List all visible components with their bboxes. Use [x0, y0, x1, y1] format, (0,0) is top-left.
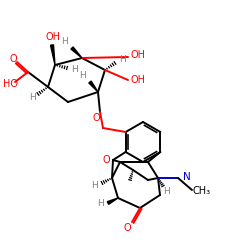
Text: H: H	[71, 64, 78, 74]
Text: O: O	[123, 223, 131, 233]
Text: H: H	[28, 92, 35, 102]
Text: CH₃: CH₃	[193, 186, 211, 196]
Polygon shape	[71, 47, 82, 58]
Text: H: H	[119, 56, 126, 64]
Text: H: H	[96, 198, 103, 207]
Text: OH: OH	[130, 50, 146, 60]
Text: H: H	[80, 70, 86, 80]
Text: H: H	[162, 188, 170, 196]
Text: N: N	[183, 172, 191, 182]
Text: H: H	[92, 180, 98, 190]
Text: O: O	[92, 113, 100, 123]
Text: H: H	[62, 38, 68, 46]
Text: OH: OH	[130, 75, 146, 85]
Text: HO: HO	[2, 79, 18, 89]
Polygon shape	[50, 45, 55, 65]
Polygon shape	[89, 81, 98, 92]
Text: OH: OH	[46, 32, 60, 42]
Text: O: O	[9, 54, 17, 64]
Polygon shape	[107, 198, 118, 204]
Text: O: O	[102, 155, 110, 165]
